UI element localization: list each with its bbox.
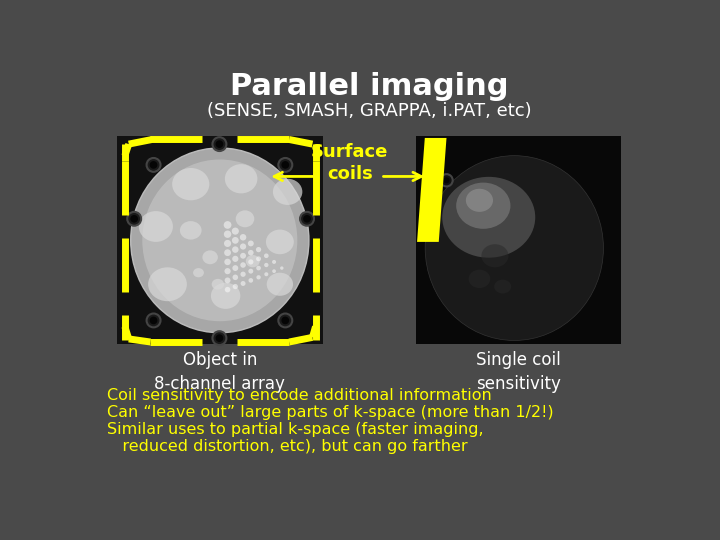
Text: Coil sensitivity to encode additional information: Coil sensitivity to encode additional in… [107,388,492,403]
Ellipse shape [456,183,510,229]
Circle shape [248,278,253,283]
Circle shape [225,268,230,274]
Ellipse shape [131,148,309,333]
Circle shape [256,247,261,252]
Circle shape [232,227,239,235]
Polygon shape [417,138,446,242]
Circle shape [240,253,246,259]
Ellipse shape [202,251,218,264]
Ellipse shape [426,156,603,340]
Circle shape [150,316,158,325]
Text: Single coil
sensitivity: Single coil sensitivity [476,351,561,393]
Circle shape [264,272,269,276]
Text: Parallel imaging: Parallel imaging [230,72,508,101]
Ellipse shape [235,210,254,227]
Circle shape [444,177,449,184]
Circle shape [256,256,261,261]
Circle shape [224,221,231,229]
Ellipse shape [193,268,204,278]
Circle shape [303,215,311,222]
Circle shape [215,140,223,148]
Text: (SENSE, SMASH, GRAPPA, i.PAT, etc): (SENSE, SMASH, GRAPPA, i.PAT, etc) [207,102,531,120]
Circle shape [225,259,231,265]
Ellipse shape [172,168,210,200]
Bar [117,137,323,345]
Circle shape [212,331,226,345]
Circle shape [232,246,238,253]
Ellipse shape [180,221,202,240]
Circle shape [256,266,261,271]
Circle shape [282,316,289,325]
Ellipse shape [469,269,490,288]
Circle shape [127,212,141,226]
Ellipse shape [442,177,535,258]
Circle shape [248,259,253,265]
Circle shape [225,278,230,284]
Circle shape [147,314,161,327]
Circle shape [233,265,238,271]
Ellipse shape [246,255,260,267]
Circle shape [215,334,223,342]
Circle shape [256,275,261,280]
Text: Object in
8-channel array: Object in 8-channel array [154,351,285,393]
Circle shape [240,234,246,240]
Circle shape [240,272,246,277]
Ellipse shape [494,280,511,294]
Circle shape [232,237,239,244]
Text: Surface
coils: Surface coils [311,143,388,184]
Ellipse shape [466,189,493,212]
Ellipse shape [266,273,293,296]
Circle shape [233,256,238,262]
Circle shape [272,260,276,264]
Circle shape [224,249,231,256]
Circle shape [224,240,231,247]
Ellipse shape [225,164,258,193]
Circle shape [282,161,289,169]
Ellipse shape [139,211,173,242]
Circle shape [233,274,238,280]
Circle shape [280,266,284,270]
Ellipse shape [266,230,294,254]
Circle shape [248,240,253,246]
Circle shape [279,314,292,327]
Circle shape [441,174,453,186]
Circle shape [225,287,230,293]
Circle shape [150,161,158,169]
Ellipse shape [148,267,187,301]
Circle shape [264,263,269,267]
Circle shape [240,244,246,249]
Circle shape [248,269,253,274]
Circle shape [248,250,253,255]
Circle shape [240,262,246,268]
Circle shape [233,284,238,289]
Circle shape [147,158,161,172]
Ellipse shape [143,159,297,321]
Circle shape [264,253,269,258]
Circle shape [224,231,231,238]
Ellipse shape [212,279,224,289]
Circle shape [272,269,276,273]
Ellipse shape [273,179,302,205]
Ellipse shape [211,283,240,309]
Text: Similar uses to partial k-space (faster imaging,: Similar uses to partial k-space (faster … [107,422,484,437]
Circle shape [279,158,292,172]
Ellipse shape [482,244,508,267]
Circle shape [212,137,226,151]
Circle shape [300,212,314,226]
Circle shape [130,215,138,222]
Bar [415,137,621,345]
Text: Can “leave out” large parts of k-space (more than 1/2!): Can “leave out” large parts of k-space (… [107,405,554,420]
Text: reduced distortion, etc), but can go farther: reduced distortion, etc), but can go far… [107,439,468,454]
Circle shape [240,281,246,286]
